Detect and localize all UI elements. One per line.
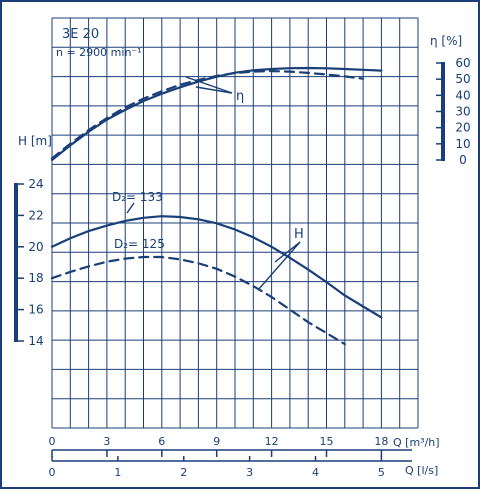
- y-right-tick-label: 10: [455, 137, 470, 151]
- leader-h-upper: [274, 241, 301, 263]
- x-secondary-tick-label: 2: [180, 466, 187, 479]
- leader-eta-upper: [185, 76, 233, 94]
- y-left-tick-label: 14: [28, 334, 43, 348]
- y-right-tick-label: 20: [455, 121, 470, 135]
- y-left-tick-label: 20: [28, 240, 43, 254]
- x-tick-label: 15: [320, 435, 334, 448]
- x-tick-label: 6: [158, 435, 165, 448]
- annotation-d2-133: D₂= 133: [112, 190, 163, 204]
- annotation-d2-125: D₂= 125: [114, 237, 165, 251]
- y-left-tick-label: 22: [28, 208, 43, 222]
- annotation-eta: η: [236, 89, 244, 104]
- chart-title: 3E 20: [62, 27, 99, 42]
- x-secondary-tick-label: 1: [114, 466, 121, 479]
- leader-d2-133: [126, 202, 135, 214]
- y-right-label: η [%]: [430, 34, 462, 48]
- x-secondary-tick-label: 4: [312, 466, 319, 479]
- y-left-tick-label: 18: [28, 271, 43, 285]
- series-line-h-d2-133: [50, 215, 383, 319]
- leader-eta-lower: [195, 86, 233, 94]
- x-secondary-tick-label: 3: [246, 466, 253, 479]
- series-line--d2-125: [50, 69, 365, 160]
- x-secondary-tick-label: 0: [49, 466, 56, 479]
- y-right-tick-label: 60: [455, 56, 470, 70]
- x-tick-label: 3: [103, 435, 110, 448]
- x-tick-label: 0: [49, 435, 56, 448]
- x-tick-label: 9: [213, 435, 220, 448]
- x-secondary-tick-label: 5: [378, 466, 385, 479]
- x-secondary-label: Q [l/s]: [405, 464, 438, 477]
- annotation-h: H: [294, 227, 304, 242]
- y-right-tick-label: 50: [455, 72, 470, 86]
- y-left-tick-label: 24: [28, 177, 43, 191]
- axes: 0 3 6 9 12 15 180 1 2 3 4 5141618202224010203040506…: [14, 56, 471, 479]
- y-right-tick-label: 40: [455, 88, 470, 102]
- y-right-tick-label: 30: [455, 105, 470, 119]
- x-tick-label: 12: [265, 435, 279, 448]
- x-label: Q [m³/h]: [393, 436, 440, 449]
- leader-h-lower: [257, 241, 301, 291]
- series-line-h-d2-125: [50, 255, 346, 346]
- grid: [51, 17, 419, 429]
- x-tick-label: 18: [374, 435, 388, 448]
- chart-subtitle: n = 2900 min⁻¹: [56, 46, 142, 59]
- y-left-tick-label: 16: [28, 303, 43, 317]
- series: [50, 66, 383, 346]
- y-left-label: H [m]: [18, 134, 52, 148]
- y-right-tick-label: 0: [459, 153, 467, 167]
